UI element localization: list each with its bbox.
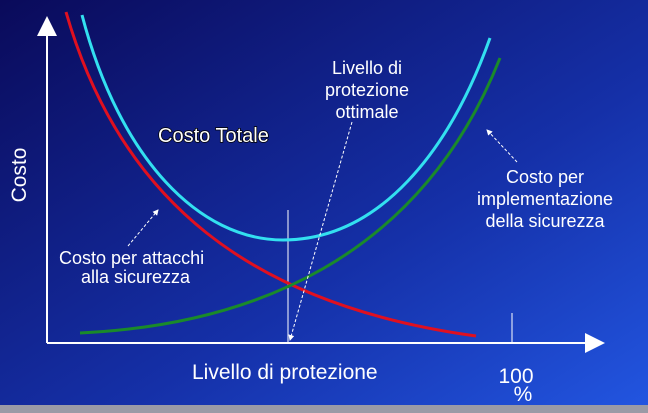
x-end-unit: % xyxy=(514,383,533,406)
y-axis-label: Costo xyxy=(8,148,31,203)
optimum-label: Livello di xyxy=(332,58,402,78)
attack-pointer xyxy=(127,209,159,247)
optimum-label: protezione xyxy=(325,80,409,100)
total-cost-curve xyxy=(80,14,492,242)
x-end-label: 100 xyxy=(498,365,533,388)
implementation-cost-curve xyxy=(79,57,502,335)
x-axis-label: Livello di protezione xyxy=(192,361,378,384)
total-cost-label: Costo Totale xyxy=(158,125,269,147)
optimum-pointer xyxy=(288,121,353,341)
implementation-pointer xyxy=(486,129,518,163)
attack-cost-curve xyxy=(64,11,477,338)
footer-strip xyxy=(0,405,648,413)
attack-cost-label: Costo per attacchi xyxy=(59,248,204,268)
implementation-cost-label: Costo per xyxy=(506,167,584,187)
attack-cost-label: alla sicurezza xyxy=(81,267,191,287)
implementation-cost-label: della sicurezza xyxy=(485,211,605,231)
implementation-cost-label: implementazione xyxy=(477,189,613,209)
optimum-label: ottimale xyxy=(335,102,398,122)
